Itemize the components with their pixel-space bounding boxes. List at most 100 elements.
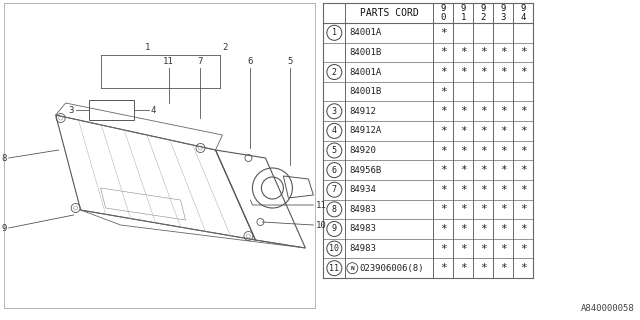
Text: *: * (440, 165, 447, 175)
Text: 4: 4 (332, 126, 337, 135)
Text: *: * (500, 224, 506, 234)
Text: *: * (480, 106, 486, 116)
Text: *: * (460, 47, 467, 57)
Text: *: * (500, 244, 506, 253)
Text: *: * (460, 106, 467, 116)
Text: 84920: 84920 (349, 146, 376, 155)
Text: *: * (460, 126, 467, 136)
Text: 5: 5 (288, 57, 293, 66)
Text: *: * (440, 47, 447, 57)
Text: *: * (460, 244, 467, 253)
Text: *: * (440, 87, 447, 97)
Text: 84001A: 84001A (349, 68, 381, 76)
Text: 9: 9 (332, 224, 337, 234)
Text: 3: 3 (68, 106, 74, 115)
Text: *: * (520, 204, 527, 214)
Text: 2: 2 (332, 68, 337, 76)
Text: 11: 11 (330, 264, 339, 273)
Text: 10: 10 (316, 220, 326, 229)
Text: *: * (440, 28, 447, 38)
Text: 4: 4 (150, 106, 156, 115)
Text: 9
3: 9 3 (500, 4, 506, 22)
Text: 7: 7 (332, 185, 337, 194)
Text: *: * (460, 204, 467, 214)
Text: *: * (440, 224, 447, 234)
Text: *: * (500, 204, 506, 214)
Text: *: * (440, 204, 447, 214)
Text: *: * (520, 106, 527, 116)
Text: *: * (500, 47, 506, 57)
Text: *: * (440, 244, 447, 253)
Text: 6: 6 (248, 57, 253, 66)
Text: 84983: 84983 (349, 224, 376, 234)
Text: *: * (500, 146, 506, 156)
Text: *: * (480, 47, 486, 57)
Text: 6: 6 (332, 166, 337, 175)
Text: 84956B: 84956B (349, 166, 381, 175)
Text: *: * (500, 126, 506, 136)
Text: *: * (460, 263, 467, 273)
Text: *: * (520, 224, 527, 234)
Text: *: * (440, 67, 447, 77)
Text: N: N (351, 266, 354, 271)
Text: *: * (460, 146, 467, 156)
Text: *: * (480, 126, 486, 136)
Text: *: * (460, 67, 467, 77)
Text: *: * (500, 165, 506, 175)
Text: *: * (440, 126, 447, 136)
Text: *: * (440, 106, 447, 116)
Text: 9: 9 (1, 223, 6, 233)
Text: 11: 11 (163, 57, 174, 66)
Text: *: * (480, 67, 486, 77)
Text: *: * (500, 185, 506, 195)
Text: 11: 11 (316, 201, 326, 210)
Text: 84983: 84983 (349, 205, 376, 214)
Text: *: * (480, 185, 486, 195)
Text: 84001A: 84001A (349, 28, 381, 37)
Text: *: * (440, 185, 447, 195)
Text: *: * (520, 263, 527, 273)
Text: 1: 1 (145, 43, 150, 52)
Text: 023906006(8): 023906006(8) (359, 264, 424, 273)
Text: 84983: 84983 (349, 244, 376, 253)
Text: *: * (480, 244, 486, 253)
Text: *: * (440, 146, 447, 156)
Text: *: * (480, 204, 486, 214)
Text: 9
1: 9 1 (461, 4, 466, 22)
Text: 9
0: 9 0 (440, 4, 446, 22)
Text: A840000058: A840000058 (581, 304, 635, 313)
Text: 9
4: 9 4 (520, 4, 526, 22)
Text: *: * (500, 67, 506, 77)
Text: *: * (520, 244, 527, 253)
Text: 84001B: 84001B (349, 48, 381, 57)
Text: *: * (460, 185, 467, 195)
Text: *: * (520, 67, 527, 77)
Text: *: * (480, 263, 486, 273)
Text: 7: 7 (198, 57, 203, 66)
Text: *: * (520, 146, 527, 156)
Text: *: * (480, 165, 486, 175)
Text: 9
2: 9 2 (481, 4, 486, 22)
Text: 84912A: 84912A (349, 126, 381, 135)
Text: *: * (440, 263, 447, 273)
Text: 84001B: 84001B (349, 87, 381, 96)
Text: 5: 5 (332, 146, 337, 155)
Text: 8: 8 (1, 154, 6, 163)
Text: *: * (520, 185, 527, 195)
Text: *: * (520, 47, 527, 57)
Text: 2: 2 (223, 43, 228, 52)
Text: *: * (520, 126, 527, 136)
Text: 3: 3 (332, 107, 337, 116)
Text: 8: 8 (332, 205, 337, 214)
Text: PARTS CORD: PARTS CORD (360, 8, 419, 18)
Text: *: * (500, 263, 506, 273)
Text: *: * (460, 224, 467, 234)
Text: *: * (480, 146, 486, 156)
Text: *: * (500, 106, 506, 116)
Text: 84912: 84912 (349, 107, 376, 116)
Text: *: * (460, 165, 467, 175)
Text: *: * (480, 224, 486, 234)
Text: 84934: 84934 (349, 185, 376, 194)
Text: 10: 10 (330, 244, 339, 253)
Text: *: * (520, 165, 527, 175)
